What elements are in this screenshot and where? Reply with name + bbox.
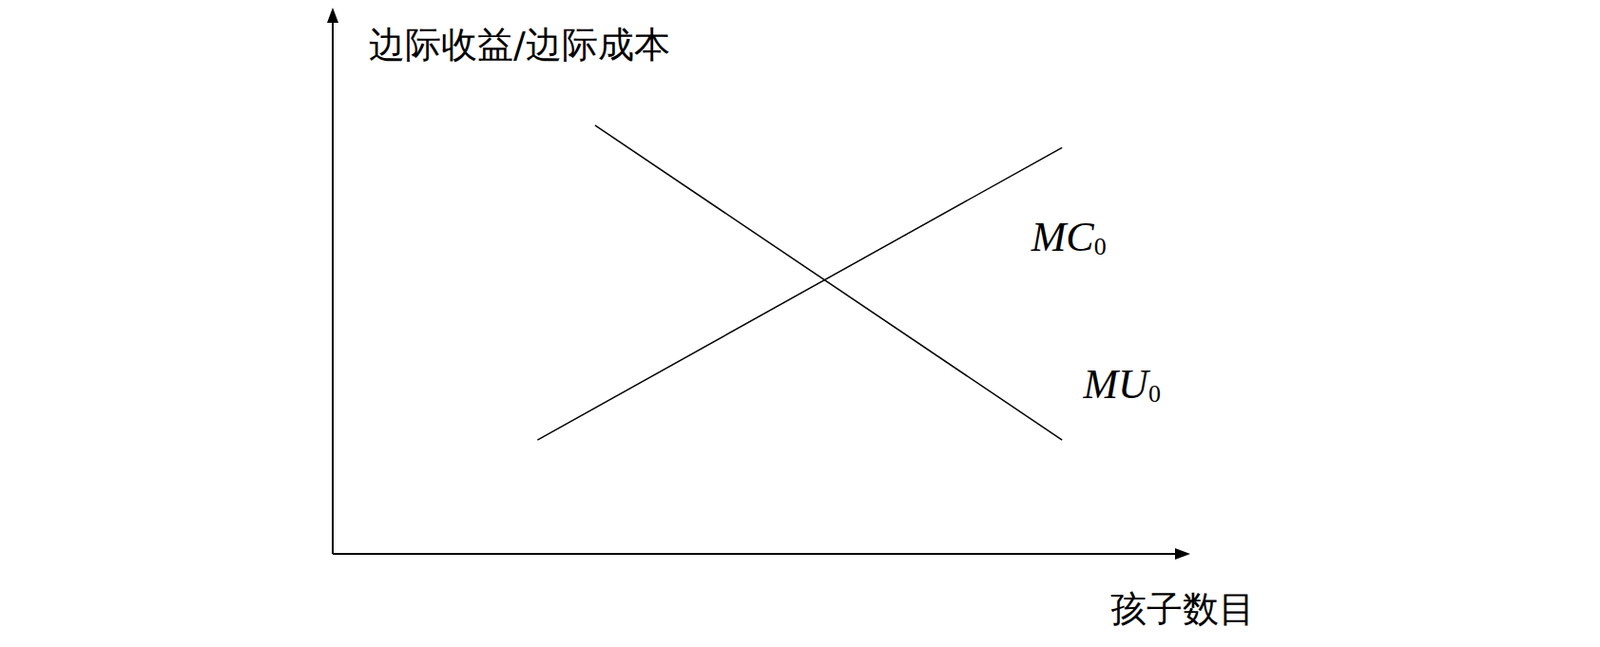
svg-text:MC0: MC0 bbox=[1030, 213, 1107, 261]
html-text:孩子数目: 孩子数目 bbox=[1110, 588, 1255, 631]
html-text:边际收益/边际成本: 边际收益/边际成本 bbox=[368, 23, 671, 66]
svg-text:MU0: MU0 bbox=[1081, 361, 1160, 408]
